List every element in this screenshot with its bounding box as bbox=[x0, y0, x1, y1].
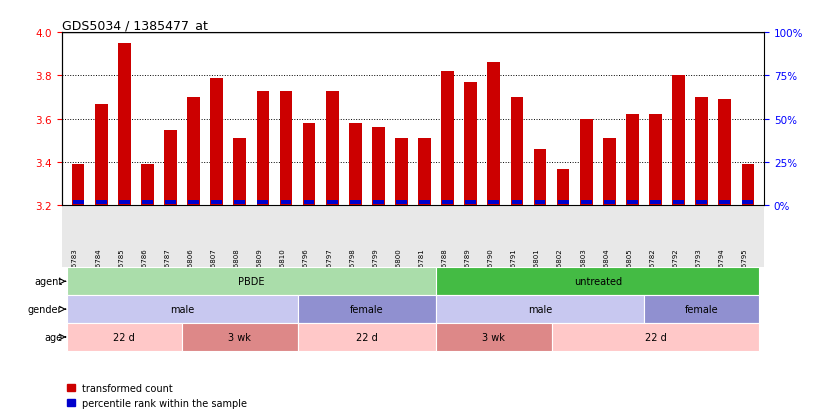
Bar bbox=[304, 201, 315, 205]
Bar bbox=[67, 295, 297, 323]
Bar bbox=[67, 323, 182, 351]
Bar bbox=[95, 104, 107, 206]
Bar bbox=[743, 201, 753, 205]
Bar bbox=[557, 169, 569, 206]
Text: age: age bbox=[45, 332, 63, 342]
Bar bbox=[673, 201, 684, 205]
Text: 22 d: 22 d bbox=[356, 332, 377, 342]
Bar bbox=[141, 165, 154, 206]
Bar bbox=[182, 323, 297, 351]
Bar bbox=[73, 201, 83, 205]
Bar bbox=[188, 201, 199, 205]
Bar bbox=[188, 98, 200, 206]
Text: female: female bbox=[350, 304, 383, 314]
Bar bbox=[580, 119, 592, 206]
Bar bbox=[603, 139, 615, 206]
Text: 22 d: 22 d bbox=[644, 332, 667, 342]
Bar bbox=[72, 165, 84, 206]
Bar bbox=[626, 115, 638, 206]
Text: gender: gender bbox=[28, 304, 63, 314]
Bar bbox=[119, 201, 130, 205]
Text: male: male bbox=[528, 304, 552, 314]
Bar bbox=[395, 139, 408, 206]
Bar bbox=[297, 323, 436, 351]
Text: agent: agent bbox=[34, 277, 63, 287]
Bar bbox=[165, 201, 176, 205]
Bar bbox=[696, 201, 707, 205]
Bar bbox=[552, 323, 759, 351]
Bar bbox=[142, 201, 153, 205]
Bar bbox=[442, 201, 453, 205]
Bar bbox=[257, 91, 269, 206]
Text: PBDE: PBDE bbox=[238, 277, 264, 287]
Text: GDS5034 / 1385477_at: GDS5034 / 1385477_at bbox=[62, 19, 208, 32]
Bar bbox=[118, 44, 131, 206]
Bar bbox=[235, 201, 245, 205]
Text: 22 d: 22 d bbox=[113, 332, 135, 342]
Legend: transformed count, percentile rank within the sample: transformed count, percentile rank withi… bbox=[67, 383, 247, 408]
Bar bbox=[558, 201, 568, 205]
Text: 3 wk: 3 wk bbox=[228, 332, 251, 342]
Bar bbox=[511, 201, 522, 205]
Bar bbox=[627, 201, 638, 205]
Bar bbox=[650, 201, 661, 205]
Bar bbox=[211, 78, 223, 206]
Bar bbox=[510, 98, 524, 206]
Bar bbox=[281, 201, 292, 205]
Bar bbox=[349, 124, 362, 206]
Bar bbox=[325, 91, 339, 206]
Bar bbox=[465, 201, 476, 205]
Bar bbox=[436, 295, 644, 323]
Bar bbox=[436, 323, 552, 351]
Bar bbox=[234, 139, 246, 206]
Bar bbox=[487, 63, 501, 206]
Bar bbox=[258, 201, 268, 205]
Bar bbox=[581, 201, 591, 205]
Bar bbox=[534, 150, 546, 206]
Bar bbox=[441, 72, 454, 206]
Bar bbox=[67, 268, 436, 295]
Bar bbox=[164, 130, 177, 206]
Bar bbox=[436, 268, 759, 295]
Bar bbox=[488, 201, 499, 205]
Bar bbox=[419, 201, 430, 205]
Bar bbox=[297, 295, 436, 323]
Bar bbox=[695, 98, 708, 206]
Bar bbox=[672, 76, 685, 206]
Bar bbox=[96, 201, 107, 205]
Bar bbox=[649, 115, 662, 206]
Bar bbox=[280, 91, 292, 206]
Bar bbox=[327, 201, 338, 205]
Text: female: female bbox=[685, 304, 719, 314]
Bar bbox=[302, 124, 316, 206]
Bar bbox=[719, 100, 731, 206]
Bar bbox=[464, 83, 477, 206]
Bar bbox=[418, 139, 431, 206]
Bar bbox=[350, 201, 361, 205]
Bar bbox=[534, 201, 545, 205]
Bar bbox=[396, 201, 407, 205]
Text: untreated: untreated bbox=[574, 277, 622, 287]
Bar bbox=[211, 201, 222, 205]
Bar bbox=[604, 201, 615, 205]
Bar bbox=[372, 128, 385, 206]
Text: male: male bbox=[170, 304, 194, 314]
Bar bbox=[373, 201, 384, 205]
Bar bbox=[719, 201, 730, 205]
Bar bbox=[742, 165, 754, 206]
Text: 3 wk: 3 wk bbox=[482, 332, 506, 342]
Bar bbox=[644, 295, 759, 323]
